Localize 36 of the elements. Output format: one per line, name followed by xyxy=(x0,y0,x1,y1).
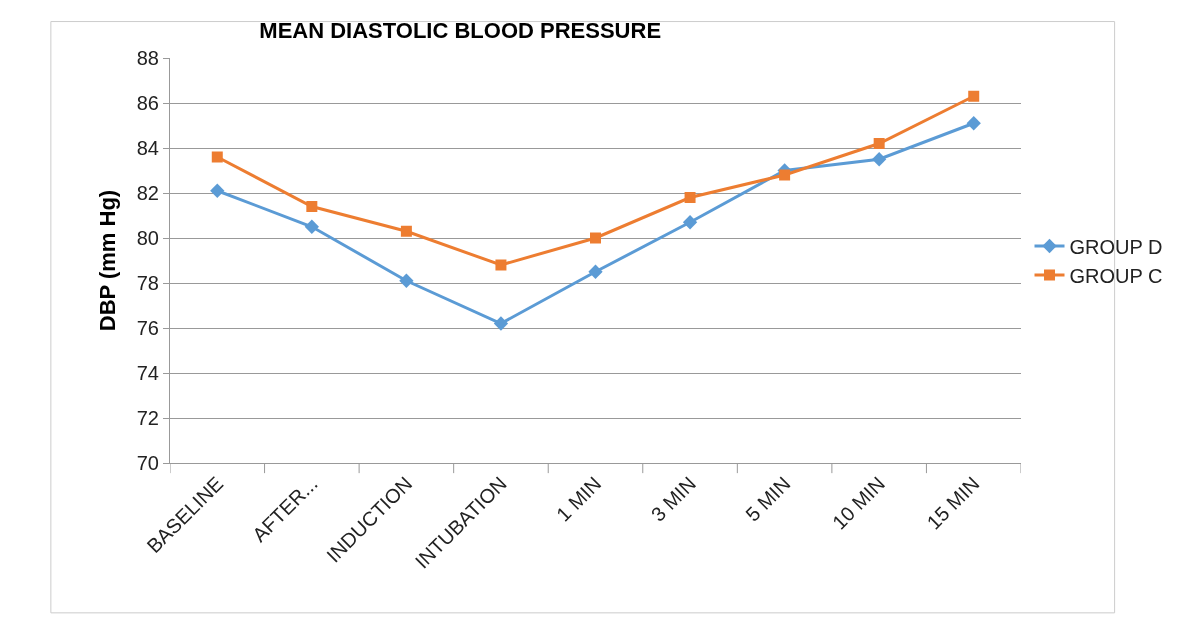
point xyxy=(210,183,225,198)
point xyxy=(399,273,414,288)
x-tick-label: 5 MIN xyxy=(741,472,795,526)
y-axis-title: DBP (mm Hg) xyxy=(94,189,120,332)
point xyxy=(873,138,885,149)
x-tick-label: 15 MIN xyxy=(922,472,984,534)
y-tick-label: 74 xyxy=(136,362,159,384)
y-tick-label: 82 xyxy=(136,182,159,204)
point xyxy=(590,232,601,244)
y-tick-label: 76 xyxy=(136,317,159,339)
point xyxy=(968,90,980,102)
point xyxy=(400,225,412,237)
y-tick-label: 84 xyxy=(136,137,159,159)
y-tick-label: 86 xyxy=(136,92,159,114)
point xyxy=(495,259,507,271)
point xyxy=(493,316,509,331)
point xyxy=(779,169,791,181)
legend-label: GROUP D xyxy=(1069,235,1163,258)
x-tick-label: 10 MIN xyxy=(827,472,890,534)
legend-label: GROUP C xyxy=(1069,264,1163,287)
point xyxy=(306,201,318,212)
y-tick-label: 80 xyxy=(136,227,159,249)
y-tick-label: 78 xyxy=(136,272,159,294)
point xyxy=(966,116,981,131)
y-tick-label: 70 xyxy=(136,452,159,474)
x-tick-label: 3 MIN xyxy=(646,472,700,526)
point xyxy=(872,152,887,167)
point xyxy=(682,215,698,230)
point xyxy=(304,219,319,234)
y-tick-label: 72 xyxy=(136,407,159,429)
point xyxy=(684,192,696,203)
y-tick-label: 88 xyxy=(136,47,159,69)
x-tick-label: 1 MIN xyxy=(552,472,606,526)
point xyxy=(588,264,603,279)
chart-title: MEAN DIASTOLIC BLOOD PRESSURE xyxy=(259,17,662,43)
point xyxy=(211,151,223,163)
